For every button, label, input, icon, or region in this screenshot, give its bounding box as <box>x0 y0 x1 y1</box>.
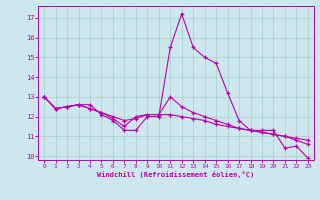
X-axis label: Windchill (Refroidissement éolien,°C): Windchill (Refroidissement éolien,°C) <box>97 171 255 178</box>
